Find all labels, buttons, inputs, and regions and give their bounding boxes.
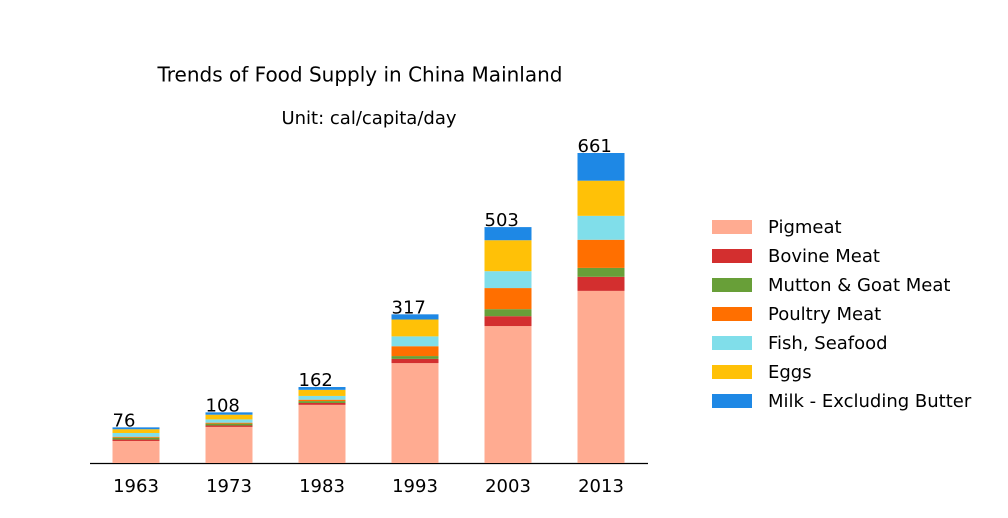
- bar-segment: [577, 215, 625, 240]
- chart-subtitle: Unit: cal/capita/day: [281, 108, 456, 129]
- bar-segment: [205, 414, 253, 420]
- legend-swatch: [712, 220, 752, 234]
- legend-swatch: [712, 278, 752, 292]
- bar-segment: [298, 401, 346, 403]
- bar-segment: [391, 356, 439, 359]
- bar-segment: [298, 389, 346, 396]
- bar-segment: [391, 346, 439, 357]
- total-label: 76: [113, 410, 136, 431]
- bar-segment: [298, 387, 346, 390]
- total-label: 317: [392, 297, 426, 318]
- legend-label: Milk - Excluding Butter: [768, 391, 972, 412]
- bar-segment: [205, 425, 253, 427]
- bar-segment: [298, 404, 346, 463]
- bar-segment: [577, 276, 625, 291]
- legend-swatch: [712, 336, 752, 350]
- legend-label: Pigmeat: [768, 217, 842, 238]
- bar-segment: [391, 363, 439, 463]
- bar-segment: [298, 399, 346, 402]
- legend-swatch: [712, 249, 752, 263]
- total-label: 162: [299, 370, 333, 391]
- bar-segment: [205, 423, 253, 426]
- x-tick-label: 2013: [578, 476, 624, 497]
- x-tick-label: 1993: [392, 476, 438, 497]
- bar-segment: [484, 240, 532, 272]
- bar-segment: [391, 358, 439, 364]
- bar-segment: [112, 437, 160, 440]
- legend-swatch: [712, 365, 752, 379]
- bar-segment: [112, 436, 160, 438]
- legend-swatch: [712, 307, 752, 321]
- bar-segment: [112, 439, 160, 441]
- bar-segment: [391, 336, 439, 347]
- legend-label: Poultry Meat: [768, 304, 881, 325]
- bar-segment: [577, 290, 625, 463]
- bar-segment: [205, 412, 253, 415]
- bar-segment: [484, 316, 532, 327]
- bar-segment: [484, 326, 532, 463]
- x-tick-label: 2003: [485, 476, 531, 497]
- bar-segment: [298, 395, 346, 400]
- total-label: 503: [485, 210, 519, 231]
- bar-segment: [484, 271, 532, 289]
- x-tick-label: 1973: [206, 476, 252, 497]
- bar-segment: [391, 319, 439, 337]
- chart-title: Trends of Food Supply in China Mainland: [157, 63, 563, 87]
- legend-label: Fish, Seafood: [768, 333, 888, 354]
- bar-segment: [577, 153, 625, 181]
- bar-segment: [484, 227, 532, 241]
- legend-label: Mutton & Goat Meat: [768, 275, 950, 296]
- x-tick-label: 1983: [299, 476, 345, 497]
- legend-swatch: [712, 394, 752, 408]
- bar-segment: [577, 267, 625, 277]
- bar-segment: [577, 180, 625, 216]
- bar-segment: [577, 239, 625, 268]
- bar-segment: [112, 427, 160, 430]
- x-tick-label: 1963: [113, 476, 159, 497]
- bar-segment: [484, 288, 532, 310]
- bar-segment: [205, 419, 253, 423]
- bar-segment: [112, 429, 160, 433]
- legend-label: Bovine Meat: [768, 246, 880, 267]
- bar-segment: [391, 314, 439, 320]
- legend-label: Eggs: [768, 362, 812, 383]
- bar-segment: [298, 402, 346, 405]
- bar-segment: [205, 422, 253, 424]
- bar-segment: [484, 309, 532, 317]
- bar-segment: [112, 440, 160, 463]
- total-label: 108: [206, 395, 240, 416]
- total-label: 661: [578, 136, 612, 157]
- bar-segment: [112, 432, 160, 437]
- bar-segment: [205, 426, 253, 463]
